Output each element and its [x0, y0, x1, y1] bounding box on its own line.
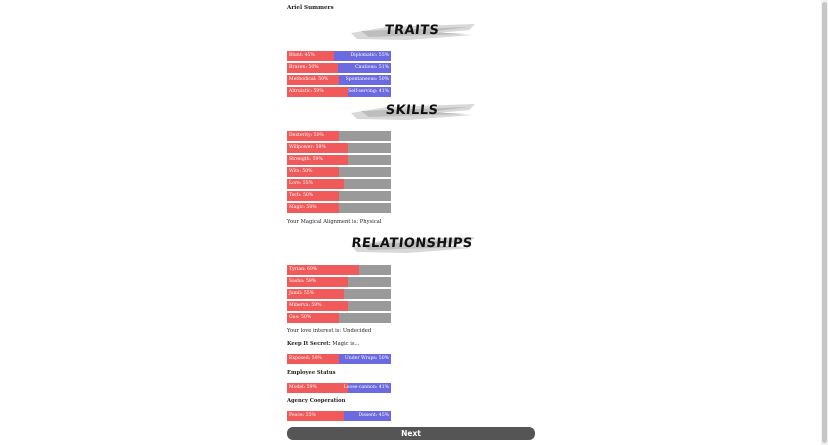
skill-bar: Tech: 50% [287, 191, 391, 201]
employee-status-title: Employee Status [287, 370, 336, 376]
relationship-bar: Tyrian: 69% [287, 265, 391, 275]
employee-bar: Model: 59% Loose-cannon: 41% [287, 383, 391, 393]
relationship-label: Jamil: 55% [289, 291, 315, 296]
skill-bar: Lore: 55% [287, 179, 391, 189]
relationship-bar: Jamil: 55% [287, 289, 391, 299]
agency-bar-right-label: Dissent: 45% [358, 413, 389, 418]
relationship-bar-fill [287, 289, 345, 299]
relationship-bar-fill [287, 265, 359, 275]
agency-bar-left-label: Peace: 55% [289, 413, 316, 418]
trait-left-label: Brazen: 50% [289, 65, 319, 70]
trait-bar: Methodical: 50% Spontaneous: 50% [287, 75, 391, 85]
skill-label: Tech: 50% [289, 193, 314, 198]
trait-bar-fill [287, 51, 334, 61]
relationship-bar-fill [287, 301, 349, 311]
skill-bar-fill [287, 179, 345, 189]
skill-bar: Dexterity: 50% [287, 131, 391, 141]
skill-label: Magic: 50% [289, 205, 317, 210]
employee-bar-left-label: Model: 59% [289, 385, 317, 390]
secret-bar-fill [287, 354, 339, 364]
relationship-bar: Sasha: 59% [287, 277, 391, 287]
relationship-label: Minerva: 59% [289, 303, 322, 308]
secret-bar-left-label: Exposed: 50% [289, 356, 322, 361]
trait-bar: Altruistic: 59% Self-serving: 41% [287, 87, 391, 97]
trait-bar: Brazen: 50% Cautious: 51% [287, 63, 391, 73]
skill-bar: Magic: 50% [287, 203, 391, 213]
trait-bar: Blunt: 45% Diplomatic: 55% [287, 51, 391, 61]
trait-left-label: Blunt: 45% [289, 53, 315, 58]
skill-label: Lore: 55% [289, 181, 313, 186]
brush-stroke-graphic [351, 24, 475, 40]
relationship-label: Sasha: 59% [289, 279, 317, 284]
trait-bar-fill [287, 75, 339, 85]
relationship-bar: Gus: 50% [287, 313, 391, 323]
skill-label: Strength: 59% [289, 157, 323, 162]
relationship-bar: Minerva: 59% [287, 301, 391, 311]
love-interest-text: Your love interest is: Undecided [287, 328, 372, 334]
keep-secret-text: Magic is... [330, 341, 360, 347]
agency-bar: Peace: 55% Dissent: 45% [287, 411, 391, 421]
trait-left-label: Altruistic: 59% [289, 89, 324, 94]
traits-banner: TRAITS [347, 21, 477, 43]
relationships-banner: RELATIONSHIPS [347, 234, 477, 256]
magical-alignment-text: Your Magical Alignment is: Physical [287, 219, 382, 225]
traits-heading: TRAITS [383, 23, 440, 38]
trait-bar-fill [287, 87, 349, 97]
next-button[interactable]: Next [287, 427, 535, 440]
skill-label: Wits: 50% [289, 169, 313, 174]
secret-bar: Exposed: 50% Under Wraps: 50% [287, 354, 391, 364]
skill-bar-fill [287, 155, 349, 165]
skill-bar-fill [287, 203, 339, 213]
trait-right-label: Diplomatic: 55% [350, 53, 389, 58]
skill-bar: Strength: 59% [287, 155, 391, 165]
trait-right-label: Spontaneous: 50% [345, 77, 389, 82]
skill-bar: Willpower: 59% [287, 143, 391, 153]
trait-right-label: Self-serving: 41% [348, 89, 389, 94]
skill-bar-fill [287, 143, 349, 153]
skill-label: Dexterity: 50% [289, 133, 324, 138]
brush-stroke-graphic [351, 104, 475, 120]
skill-bar-fill [287, 131, 339, 141]
trait-right-label: Cautious: 51% [355, 65, 389, 70]
relationships-heading: RELATIONSHIPS [350, 236, 474, 251]
character-name: Ariel Summers [287, 5, 334, 11]
keep-secret-title: Keep It Secret: [287, 341, 331, 347]
skill-bar-fill [287, 191, 339, 201]
brush-stroke-graphic [351, 237, 475, 253]
relationship-bar-fill [287, 277, 349, 287]
scrollbar-thumb[interactable] [822, 2, 827, 443]
employee-bar-fill [287, 383, 349, 393]
skills-heading: SKILLS [384, 103, 440, 118]
agency-bar-fill [287, 411, 345, 421]
relationship-label: Tyrian: 69% [289, 267, 318, 272]
skill-label: Willpower: 59% [289, 145, 326, 150]
secret-bar-right-label: Under Wraps: 50% [344, 356, 389, 361]
relationship-label: Gus: 50% [289, 315, 312, 320]
skill-bar: Wits: 50% [287, 167, 391, 177]
skills-banner: SKILLS [347, 101, 477, 123]
employee-bar-right-label: Loose-cannon: 41% [343, 385, 389, 390]
trait-bar-fill [287, 63, 338, 73]
skill-bar-fill [287, 167, 339, 177]
keep-secret-line: Keep It Secret: Magic is... [287, 341, 359, 347]
relationship-bar-fill [287, 313, 339, 323]
trait-left-label: Methodical: 50% [289, 77, 329, 82]
page-scrollbar[interactable] [821, 0, 828, 445]
agency-cooperation-title: Agency Cooperation [287, 398, 346, 404]
